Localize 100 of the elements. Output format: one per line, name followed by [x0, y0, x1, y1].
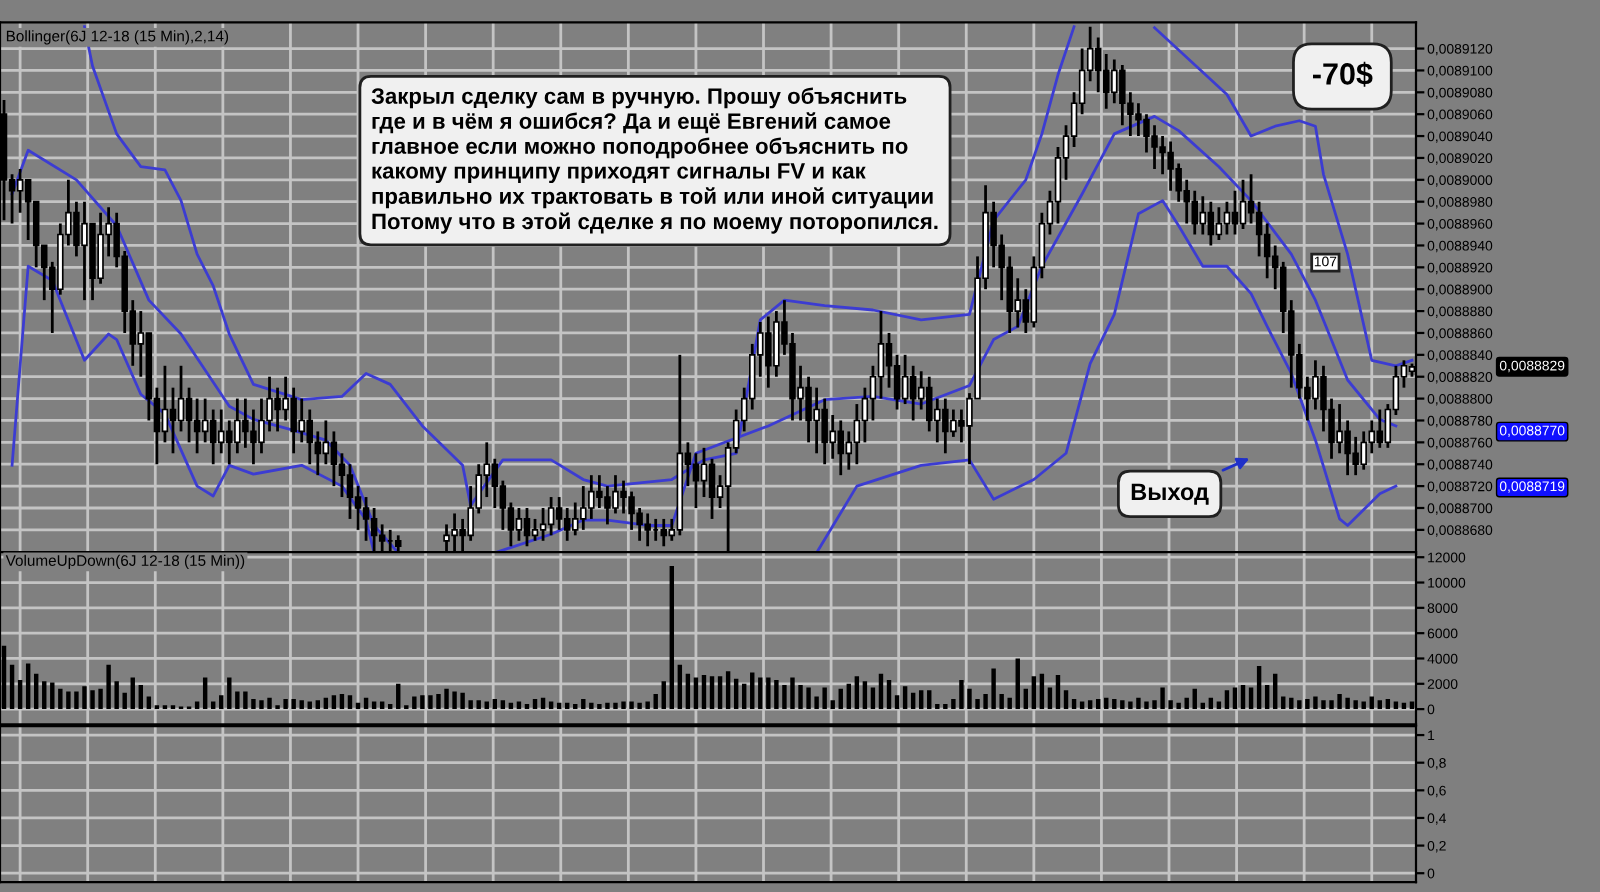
candlestick — [1191, 189, 1198, 236]
candlestick — [346, 462, 354, 521]
bar — [1055, 674, 1061, 710]
bar — [758, 677, 763, 710]
bar — [243, 691, 248, 710]
bar — [894, 695, 900, 710]
candlestick — [909, 364, 917, 422]
bar — [814, 696, 819, 710]
candlestick — [169, 386, 177, 455]
candlestick — [330, 430, 338, 488]
bar — [452, 691, 457, 710]
bar — [444, 688, 449, 710]
candlestick — [700, 446, 708, 499]
candlestick — [523, 506, 531, 548]
bar — [1313, 696, 1318, 710]
bar — [798, 685, 803, 710]
bar — [886, 680, 892, 710]
bar — [291, 698, 296, 710]
bar — [573, 704, 578, 710]
bar — [82, 686, 87, 710]
bar — [1112, 698, 1117, 710]
bar — [597, 704, 602, 710]
candlestick — [177, 364, 185, 433]
bar — [436, 693, 441, 710]
bar — [74, 691, 79, 710]
candlestick — [226, 419, 233, 466]
candlestick — [901, 353, 909, 406]
bar — [66, 691, 71, 710]
bar — [854, 676, 860, 710]
candlestick — [708, 457, 716, 521]
bar — [1224, 690, 1230, 710]
bar — [774, 680, 779, 710]
bar — [1015, 658, 1020, 710]
bar — [1353, 700, 1358, 710]
bar — [259, 700, 264, 710]
bar — [581, 698, 586, 710]
bar — [283, 698, 288, 710]
candlestick — [555, 495, 563, 532]
bar — [1337, 693, 1342, 710]
bar — [347, 695, 353, 710]
candlestick — [1376, 408, 1384, 450]
bar — [428, 695, 433, 710]
bar — [1321, 700, 1326, 710]
bar — [1289, 697, 1294, 710]
bar — [733, 678, 739, 710]
bar — [766, 677, 771, 710]
candlestick — [298, 397, 305, 444]
bar — [645, 701, 650, 710]
candlestick — [515, 506, 523, 543]
bar — [862, 681, 868, 710]
bar — [251, 698, 256, 710]
bar — [267, 697, 272, 710]
bar — [202, 677, 208, 710]
bar — [750, 672, 755, 710]
bar — [315, 700, 321, 710]
candlestick — [829, 413, 836, 461]
bar — [661, 681, 666, 710]
candlestick — [572, 501, 579, 537]
candlestick — [193, 397, 201, 455]
bar — [1007, 697, 1012, 710]
bar — [613, 702, 618, 710]
candlestick — [16, 167, 24, 215]
bar — [50, 682, 55, 710]
candlestick — [274, 386, 281, 433]
bar — [1176, 702, 1181, 710]
bar — [927, 690, 932, 710]
bar — [130, 677, 135, 710]
bar — [1160, 687, 1165, 710]
bar — [387, 704, 393, 710]
bar — [331, 695, 337, 710]
bar — [412, 696, 417, 710]
bar — [106, 664, 111, 710]
bar — [1240, 685, 1246, 710]
candlestick — [1199, 194, 1207, 236]
bar — [935, 704, 940, 710]
bar — [1329, 700, 1334, 710]
bar — [967, 688, 972, 710]
bar — [219, 695, 224, 710]
candlestick — [539, 506, 547, 543]
bar — [1184, 697, 1189, 710]
bar — [653, 693, 658, 710]
bar — [991, 668, 996, 710]
bar — [693, 677, 699, 710]
candlestick — [1239, 178, 1247, 231]
candlestick — [1094, 36, 1102, 94]
candlestick — [950, 408, 957, 439]
candlestick — [1255, 200, 1263, 258]
candlestick — [765, 315, 772, 390]
candlestick — [813, 386, 820, 455]
bar — [90, 690, 95, 710]
bar — [1144, 701, 1149, 710]
bar — [339, 693, 345, 710]
candlestick — [1207, 200, 1215, 247]
annotation: -70$ — [1312, 61, 1373, 87]
candlestick — [1231, 189, 1239, 236]
bar — [725, 671, 731, 710]
bar — [468, 700, 473, 710]
candlestick — [644, 512, 651, 548]
bar — [709, 676, 715, 710]
bar — [146, 696, 152, 710]
